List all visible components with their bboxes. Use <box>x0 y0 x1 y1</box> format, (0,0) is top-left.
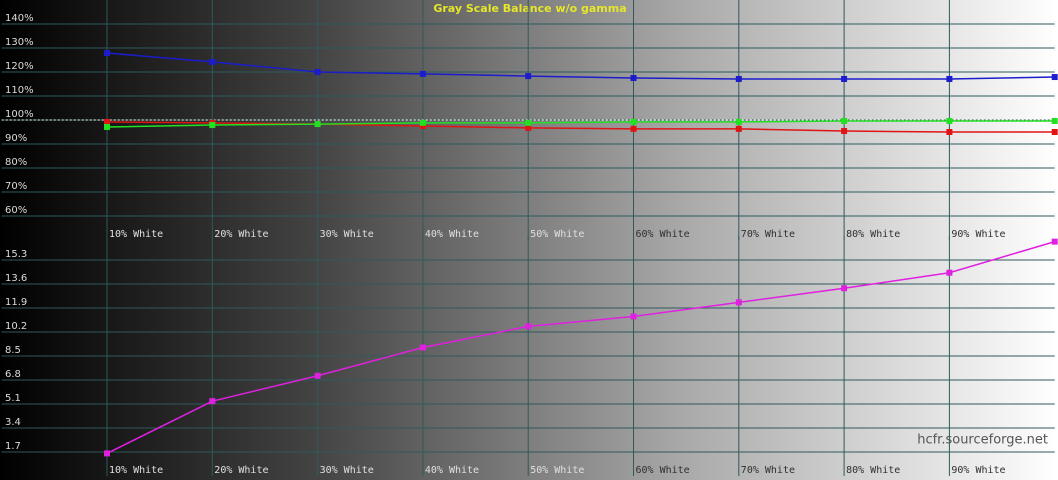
x-tick-label: 90% White <box>951 465 1005 476</box>
x-tick-label: 30% White <box>320 229 374 240</box>
point-marker <box>104 123 110 130</box>
point-marker <box>419 70 426 77</box>
point-marker <box>1051 129 1058 135</box>
point-marker <box>1051 238 1058 245</box>
point-marker <box>1051 117 1058 124</box>
series-line <box>106 52 1055 80</box>
point-marker <box>314 121 321 128</box>
y-tick-label: 6.8 <box>5 369 21 380</box>
point-marker <box>946 269 953 276</box>
x-tick-label: 10% White <box>109 229 163 240</box>
x-tick-label: 50% White <box>530 229 584 240</box>
y-tick-label: 1.7 <box>5 441 21 452</box>
point-marker <box>209 398 216 405</box>
y-tick-label: 90% <box>5 133 27 144</box>
series-line <box>106 121 1055 133</box>
y-tick-label: 10.2 <box>5 321 27 332</box>
x-tick-label: 80% White <box>846 229 900 240</box>
point-marker <box>946 117 953 124</box>
x-tick-label: 10% White <box>109 465 163 476</box>
point-marker <box>841 117 848 124</box>
y-tick-label: 8.5 <box>5 345 21 356</box>
y-tick-label: 3.4 <box>5 417 21 428</box>
x-tick-label: 40% White <box>425 465 479 476</box>
point-marker <box>209 58 216 65</box>
x-tick-label: 70% White <box>741 465 795 476</box>
point-marker <box>525 73 532 80</box>
point-marker <box>630 118 637 125</box>
x-tick-label: 70% White <box>741 229 795 240</box>
point-marker <box>419 123 426 129</box>
y-tick-label: 110% <box>5 85 34 96</box>
series-line <box>106 120 1055 128</box>
point-marker <box>630 75 637 81</box>
point-marker <box>1051 74 1058 81</box>
point-marker <box>419 344 426 351</box>
point-marker <box>630 313 637 320</box>
point-marker <box>946 75 953 82</box>
point-marker <box>841 75 848 82</box>
point-marker <box>525 119 532 126</box>
point-marker <box>735 299 742 306</box>
x-tick-label: 20% White <box>214 465 268 476</box>
point-marker <box>525 323 532 330</box>
x-tick-label: 40% White <box>425 229 479 240</box>
point-marker <box>104 50 110 57</box>
point-marker <box>314 69 321 75</box>
x-tick-label: 20% White <box>214 229 268 240</box>
x-tick-label: 90% White <box>951 229 1005 240</box>
y-tick-label: 13.6 <box>5 273 27 284</box>
y-tick-label: 11.9 <box>5 297 27 308</box>
point-marker <box>841 285 848 292</box>
y-tick-label: 100% <box>5 109 34 120</box>
point-marker <box>946 129 953 135</box>
chart-title: Gray Scale Balance w/o gamma <box>433 2 626 15</box>
y-tick-label: 15.3 <box>5 249 27 260</box>
point-marker <box>630 125 637 132</box>
point-marker <box>841 128 848 135</box>
x-tick-label: 60% White <box>636 465 690 476</box>
point-marker <box>104 118 110 125</box>
y-tick-label: 140% <box>5 13 34 24</box>
point-marker <box>735 125 742 132</box>
x-tick-label: 80% White <box>846 465 900 476</box>
point-marker <box>104 450 110 457</box>
point-marker <box>314 372 321 379</box>
watermark: hcfr.sourceforge.net <box>917 433 1048 448</box>
point-marker <box>209 122 216 129</box>
x-tick-label: 60% White <box>636 229 690 240</box>
point-marker <box>735 118 742 125</box>
y-tick-label: 70% <box>5 181 27 192</box>
y-tick-label: 130% <box>5 37 34 48</box>
y-tick-label: 60% <box>5 205 27 216</box>
series-line <box>106 240 1055 455</box>
point-marker <box>735 75 742 82</box>
point-marker <box>525 124 532 131</box>
y-tick-label: 80% <box>5 157 27 168</box>
y-tick-label: 120% <box>5 61 34 72</box>
x-tick-label: 50% White <box>530 465 584 476</box>
y-tick-label: 5.1 <box>5 393 21 404</box>
x-tick-label: 30% White <box>320 465 374 476</box>
point-marker <box>419 119 426 126</box>
